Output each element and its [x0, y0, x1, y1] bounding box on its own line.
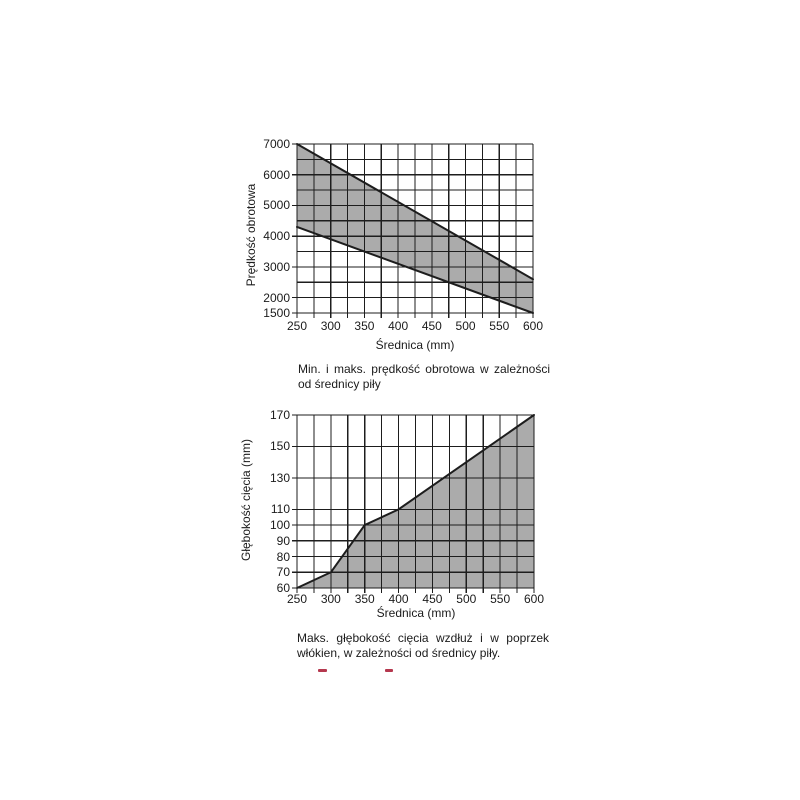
x-tick-label: 600 — [523, 592, 545, 606]
red-mark-left — [318, 669, 327, 672]
x-tick-label: 400 — [388, 319, 409, 333]
x-tick-label: 450 — [422, 592, 443, 606]
depth-chart-caption-line2: włókien, w zależności od średnicy piły. — [297, 646, 501, 660]
x-tick-label: 500 — [456, 592, 477, 606]
x-tick-label: 600 — [522, 319, 544, 333]
x-tick-label: 400 — [388, 592, 409, 606]
red-mark-right — [385, 669, 393, 672]
speed-chart-caption: Min. i maks. prędkość obrotowa w zależno… — [298, 362, 550, 392]
y-tick-label: 60 — [276, 581, 290, 595]
depth-chart-x-axis-title: Średnica (mm) — [376, 606, 456, 620]
speed-vs-diameter-svg — [292, 143, 534, 318]
x-tick-label: 550 — [490, 592, 511, 606]
depth-vs-diameter-svg — [292, 414, 535, 593]
x-tick-label: 300 — [320, 319, 341, 333]
x-tick-label: 250 — [286, 319, 308, 333]
x-tick-label: 350 — [354, 319, 375, 333]
y-tick-label: 1500 — [263, 306, 290, 320]
x-tick-label: 550 — [489, 319, 510, 333]
y-tick-label: 7000 — [263, 137, 290, 151]
x-tick-label: 500 — [455, 319, 476, 333]
y-tick-label: 6000 — [263, 167, 290, 182]
depth-chart-caption-line1: Maks. głębokość cięcia wzdłuż i w poprze… — [297, 631, 549, 645]
speed-chart-caption-line2: od średnicy piły — [298, 377, 381, 391]
y-tick-label: 170 — [269, 408, 290, 422]
y-tick-label: 2000 — [263, 290, 290, 305]
depth-chart-y-axis-title: Głębokość cięcia (mm) — [239, 438, 253, 562]
x-tick-label: 450 — [421, 319, 442, 333]
speed-chart-caption-line1: Min. i maks. prędkość obrotowa w zależno… — [298, 362, 550, 376]
x-tick-label: 250 — [286, 592, 308, 606]
depth-chart-caption: Maks. głębokość cięcia wzdłuż i w poprze… — [297, 631, 549, 661]
y-tick-label: 70 — [276, 565, 290, 580]
speed-chart-y-axis-title: Prędkość obrotowa — [244, 183, 258, 287]
speed-chart-x-axis-title: Średnica (mm) — [375, 338, 455, 352]
x-tick-label: 300 — [320, 592, 341, 606]
x-tick-label: 350 — [354, 592, 375, 606]
